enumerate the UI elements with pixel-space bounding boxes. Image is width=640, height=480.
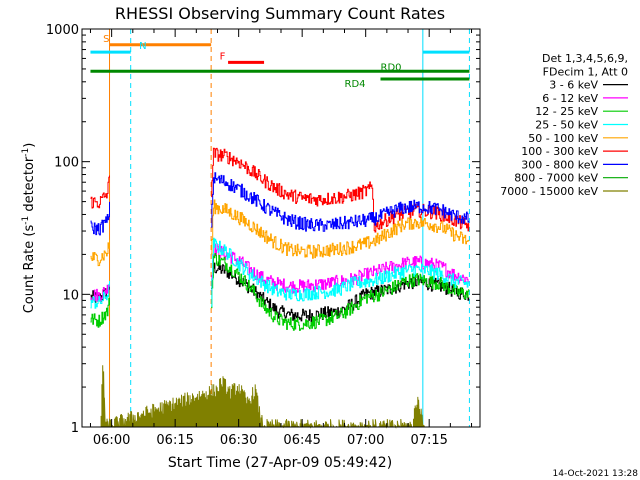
x-tick-label-2: 06:30 [220, 433, 257, 448]
y-tick-label-0: 1 [71, 421, 79, 436]
series-line-4 [90, 199, 470, 267]
annotation-label-2: F [220, 51, 226, 62]
chart-title: RHESSI Observing Summary Count Rates [115, 4, 445, 23]
x-tick-label-1: 06:15 [156, 433, 193, 448]
y-tick-label-3: 1000 [46, 23, 79, 38]
annotation-label-0: S [103, 34, 109, 45]
y-axis-label: Count Rate (s-1 detector-1) [21, 143, 37, 314]
y-axis-label-part1: Count Rate (s [22, 225, 37, 314]
x-axis-label: Start Time (27-Apr-09 05:49:42) [168, 455, 392, 471]
y-tick-label-2: 100 [54, 156, 79, 171]
series-line-5 [90, 147, 470, 233]
y-axis-label-sup1: -1 [21, 216, 31, 225]
plot-area: S N F RD0 RD4 [90, 29, 470, 429]
y-axis-label-sup2: -1 [21, 148, 31, 157]
legend-label-7: 800 - 7000 keV [514, 172, 598, 185]
x-tick-label-3: 06:45 [283, 433, 320, 448]
timestamp: 14-Oct-2021 13:28 [553, 469, 639, 479]
series-line-3 [90, 237, 470, 309]
legend-label-5: 100 - 300 keV [521, 145, 598, 158]
x-tick-label-4: 07:00 [347, 433, 384, 448]
annotation-label-4: RD0 [381, 62, 402, 73]
legend-label-3: 25 - 50 keV [535, 119, 598, 132]
y-axis-label-part2: detector [22, 156, 37, 216]
y-axis: 1 10 100 1000 [46, 23, 480, 436]
legend-label-2: 12 - 25 keV [535, 105, 598, 118]
legend-label-0: 3 - 6 keV [549, 79, 598, 92]
y-tick-label-1: 10 [62, 288, 79, 303]
legend-label-4: 50 - 100 keV [528, 132, 598, 145]
legend-label-8: 7000 - 15000 keV [500, 185, 598, 198]
annotation-label-1: N [139, 41, 146, 52]
annotation-label-5: RD4 [345, 79, 366, 90]
legend-header-0: Det 1,3,4,5,6,9, [542, 52, 628, 65]
x-tick-label-5: 07:15 [410, 433, 447, 448]
legend-header-1: FDecim 1, Att 0 [543, 65, 628, 78]
series-line-2 [90, 253, 470, 331]
y-axis-label-part3: ) [22, 143, 37, 148]
legend-label-1: 6 - 12 keV [542, 92, 598, 105]
legend: Det 1,3,4,5,6,9,FDecim 1, Att 03 - 6 keV… [500, 52, 628, 198]
series-line-6 [90, 172, 470, 236]
x-axis: 06:00 06:15 06:30 06:45 07:00 07:15 [89, 29, 473, 448]
x-tick-label-0: 06:00 [93, 433, 130, 448]
series-line-8 [100, 365, 426, 429]
legend-label-6: 300 - 800 keV [521, 158, 598, 171]
